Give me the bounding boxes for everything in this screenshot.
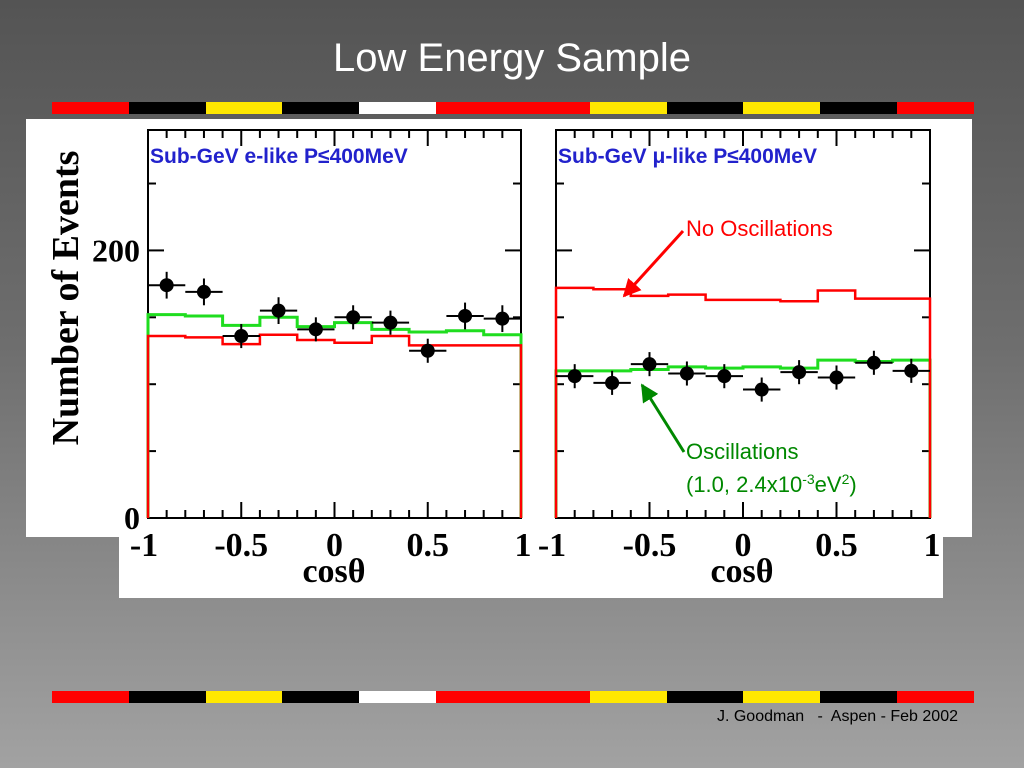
band-segment [512, 102, 590, 114]
right-x-tick-label: 1 [924, 527, 941, 564]
right-x-axis-label: cosθ [710, 553, 773, 590]
band-segment [820, 691, 898, 703]
left-x-tick-label: 0.5 [407, 527, 450, 564]
band-segment [128, 102, 206, 114]
band-segment [743, 102, 821, 114]
band-segment [52, 691, 129, 703]
oscillations-arrow [640, 383, 686, 453]
left-no-oscillation-prediction-line [146, 333, 523, 518]
right-panel-title: Sub-GeV μ-like P≤400MeV [558, 145, 817, 168]
left-x-tick-label: 0 [326, 527, 343, 564]
band-segment [52, 102, 129, 114]
band-segment [897, 102, 974, 114]
left-data-point [383, 315, 398, 330]
right-x-tick-label: 0.5 [815, 527, 858, 564]
right-data-point [792, 365, 807, 380]
slide-title: Low Energy Sample [333, 36, 691, 80]
footer-credit: J. Goodman - Aspen - Feb 2002 [716, 708, 958, 725]
left-panel-title: Sub-GeV e-like P≤400MeV [150, 145, 408, 168]
left-data-point [458, 308, 473, 323]
right-x-tick-label: 0 [735, 527, 752, 564]
left-oscillation-prediction-line [146, 313, 523, 518]
band-segment [820, 102, 898, 114]
left-y-tick-label: 200 [92, 232, 140, 268]
band-segment [205, 691, 283, 703]
band-segment [589, 102, 667, 114]
band-segment [205, 102, 283, 114]
right-data-point [605, 375, 620, 390]
band-segment [436, 102, 513, 114]
right-data-point [679, 366, 694, 381]
right-data-point [642, 357, 657, 372]
band-segment [128, 691, 206, 703]
band-segment [666, 691, 744, 703]
band-segment [897, 691, 974, 703]
left-data-point [420, 343, 435, 358]
left-x-tick-label: -0.5 [214, 527, 268, 564]
bottom-decorative-band [52, 691, 974, 703]
right-data-point [717, 369, 732, 384]
left-x-axis-label: cosθ [302, 553, 365, 590]
left-data-point [159, 278, 174, 293]
right-data-point [567, 369, 582, 384]
band-segment [512, 691, 590, 703]
left-x-tick-label: 1 [515, 527, 532, 564]
right-data-point [866, 355, 881, 370]
axis-label-background [119, 530, 943, 598]
band-segment [436, 691, 513, 703]
no-oscillations-arrow [622, 229, 685, 298]
right-x-tick-label: -0.5 [623, 527, 677, 564]
left-x-tick-label: -1 [130, 527, 158, 564]
band-segment [282, 691, 360, 703]
oscillations-label: Oscillations [686, 439, 798, 464]
band-segment [666, 102, 744, 114]
y-axis-label: Number of Events [45, 151, 87, 446]
left-data-point [346, 310, 361, 325]
left-data-point [234, 329, 249, 344]
right-no-oscillation-prediction-line [554, 286, 932, 518]
left-data-point [308, 322, 323, 337]
oscillation-parameters: (1.0, 2.4x10-3eV2) [686, 471, 857, 497]
band-segment [282, 102, 360, 114]
right-data-point [904, 363, 919, 378]
no-oscillations-label: No Oscillations [686, 216, 833, 241]
right-x-tick-label: -1 [538, 527, 566, 564]
band-segment [359, 102, 437, 114]
right-data-point [754, 382, 769, 397]
plot-background [26, 119, 972, 537]
left-data-point [495, 311, 510, 326]
left-y-tick-label: 0 [124, 500, 140, 536]
band-segment [743, 691, 821, 703]
top-decorative-band [52, 102, 974, 114]
left-data-point [271, 303, 286, 318]
band-segment [359, 691, 437, 703]
band-segment [589, 691, 667, 703]
left-data-point [196, 284, 211, 299]
right-data-point [829, 370, 844, 385]
